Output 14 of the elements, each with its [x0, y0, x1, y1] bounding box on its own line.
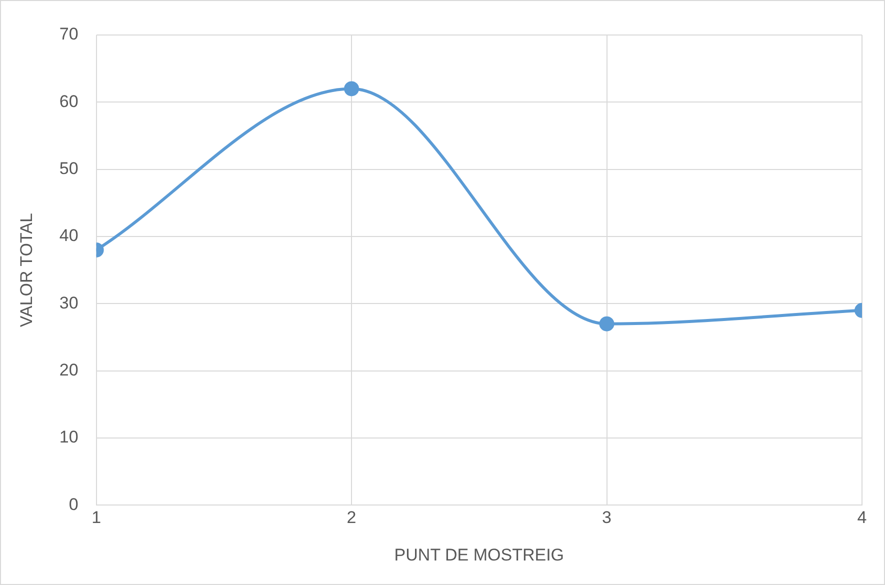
x-tick-label: 4: [857, 508, 867, 528]
y-tick-label: 30: [59, 293, 78, 312]
y-tick-label: 40: [59, 226, 78, 246]
y-tick-label: 60: [59, 92, 78, 111]
y-tick-label: 50: [59, 159, 78, 178]
x-tick-label: 3: [602, 508, 612, 528]
y-tick-label: 10: [59, 428, 78, 447]
x-axis-title: PUNT DE MOSTREIG: [394, 545, 564, 564]
y-tick-label: 0: [68, 494, 78, 514]
y-tick-label: 70: [59, 24, 78, 44]
y-axis-title: VALOR TOTAL: [16, 213, 36, 328]
x-tick-label: 2: [346, 508, 356, 528]
x-tick-label: 1: [92, 508, 102, 528]
y-tick-label: 20: [59, 360, 78, 380]
